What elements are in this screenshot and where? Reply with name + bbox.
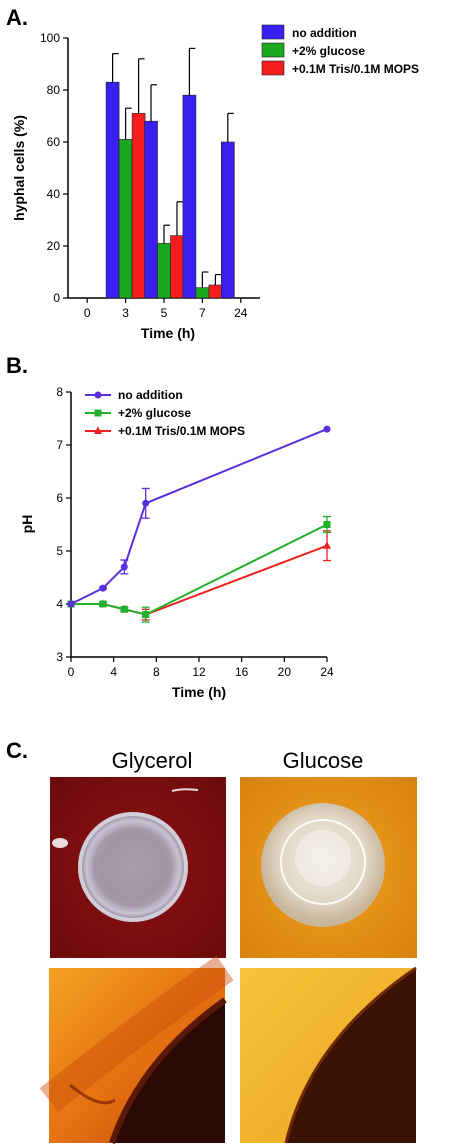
bar <box>157 243 171 299</box>
data-point <box>323 521 331 528</box>
glucose-edge-zoom-photo <box>240 966 417 1144</box>
bar <box>221 141 235 299</box>
y-tick-label: 4 <box>56 597 63 611</box>
x-axis-title: Time (h) <box>172 684 226 700</box>
x-tick-label: 5 <box>161 306 168 320</box>
bar <box>195 287 210 299</box>
data-point <box>142 499 150 507</box>
legend-label: +0.1M Tris/0.1M MOPS <box>292 62 419 76</box>
bar <box>182 94 197 299</box>
series-line <box>71 523 328 616</box>
legend-label: +2% glucose <box>292 44 365 58</box>
x-tick-label: 24 <box>320 665 334 679</box>
y-axis-title: hyphal cells (%) <box>11 115 27 221</box>
data-point <box>67 600 75 608</box>
data-point <box>120 605 128 613</box>
legend-marker <box>94 409 102 417</box>
x-tick-label: 4 <box>110 665 117 679</box>
data-point <box>120 563 128 571</box>
series-triangle <box>67 530 331 621</box>
x-axis-title: Time (h) <box>141 325 195 341</box>
legend-label: +2% glucose <box>118 406 191 420</box>
data-point <box>99 584 107 592</box>
panel-b-label: B. <box>6 353 28 378</box>
bar <box>118 139 133 299</box>
bar <box>131 113 146 299</box>
panel-c-label: C. <box>6 738 28 763</box>
legend-label: no addition <box>118 388 183 402</box>
x-tick-label: 0 <box>84 306 91 320</box>
series-circle <box>67 425 331 608</box>
legend-swatch <box>261 42 285 58</box>
x-tick-label: 3 <box>122 306 129 320</box>
bar <box>144 120 158 299</box>
legend-swatch <box>261 60 285 76</box>
panel-a-label: A. <box>6 5 28 30</box>
x-tick-label: 16 <box>235 665 249 679</box>
y-tick-label: 0 <box>53 291 60 305</box>
series-line <box>71 544 328 616</box>
bar <box>170 235 184 299</box>
y-tick-label: 6 <box>56 491 63 505</box>
y-tick-label: 8 <box>56 385 63 399</box>
photo-panel: Glycerol Glucose <box>39 748 417 1144</box>
series-square <box>67 515 331 623</box>
glycerol-plate-photo <box>50 777 226 958</box>
y-tick-label: 3 <box>56 650 63 664</box>
hyphal-bar-chart: 0 20 40 60 80 100 0 3 5 7 24 Time (h) hyphal cells (… <box>11 24 419 341</box>
glucose-label: Glucose <box>283 748 364 773</box>
legend-swatch <box>261 24 285 40</box>
ph-line-chart: 3 4 5 6 7 8 0 4 8 12 16 20 24 Time (h) pH no addition +2… <box>19 385 334 700</box>
data-point <box>323 541 331 549</box>
x-tick-label: 0 <box>68 665 75 679</box>
y-tick-label: 20 <box>47 239 61 253</box>
legend-label: no addition <box>292 26 357 40</box>
legend-marker <box>94 391 102 399</box>
bar <box>208 284 223 299</box>
glucose-plate-photo <box>240 777 417 958</box>
data-point <box>142 611 150 619</box>
data-point <box>99 600 107 608</box>
y-tick-label: 5 <box>56 544 63 558</box>
x-tick-label: 12 <box>192 665 206 679</box>
y-axis-title: pH <box>19 515 35 534</box>
data-point <box>323 425 331 433</box>
y-tick-label: 60 <box>47 135 61 149</box>
y-tick-label: 7 <box>56 438 63 452</box>
glycerol-edge-zoom-photo <box>39 955 234 1144</box>
x-tick-label: 20 <box>278 665 292 679</box>
y-tick-label: 40 <box>47 187 61 201</box>
x-tick-label: 24 <box>234 306 248 320</box>
series-line <box>70 428 328 605</box>
glycerol-label: Glycerol <box>112 748 193 773</box>
legend-label: +0.1M Tris/0.1M MOPS <box>118 424 245 438</box>
y-tick-label: 100 <box>40 31 60 45</box>
y-tick-label: 80 <box>47 83 61 97</box>
bar <box>105 81 120 299</box>
x-tick-label: 7 <box>199 306 206 320</box>
legend-marker <box>94 426 102 434</box>
x-tick-label: 8 <box>153 665 160 679</box>
